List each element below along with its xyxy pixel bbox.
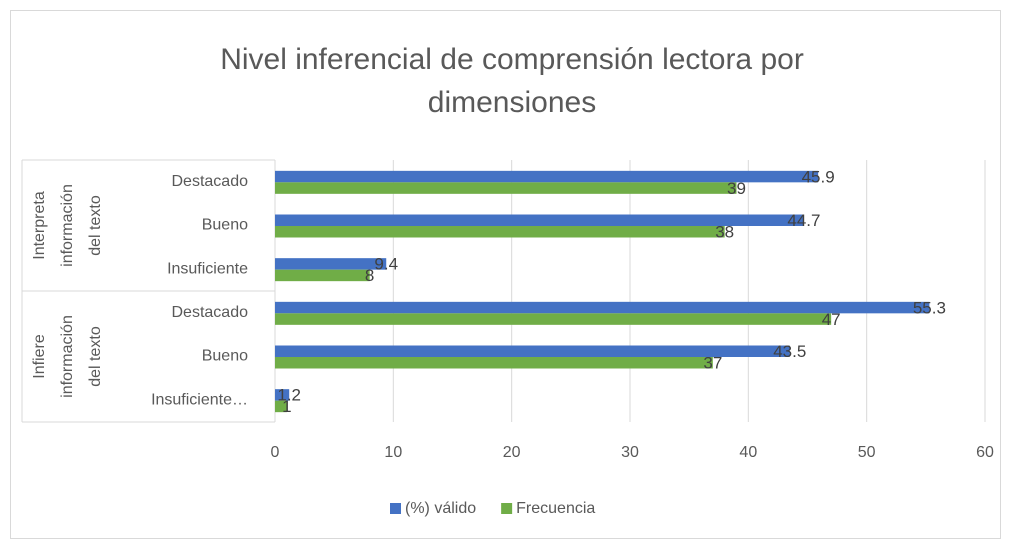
bar xyxy=(275,313,832,325)
data-label: 47 xyxy=(822,310,841,329)
x-tick-label: 60 xyxy=(976,444,994,461)
bar xyxy=(275,301,930,314)
y-tick-label: Insuficiente xyxy=(167,260,248,277)
group-label: información xyxy=(59,315,76,398)
bar xyxy=(275,226,725,238)
bar xyxy=(275,269,370,282)
data-label: 9.4 xyxy=(374,255,398,274)
legend-label: (%) válido xyxy=(405,500,476,517)
x-tick-label: 30 xyxy=(621,444,639,461)
x-tick-label: 40 xyxy=(739,444,757,461)
bar xyxy=(275,345,790,357)
x-tick-label: 20 xyxy=(503,444,521,461)
bar xyxy=(275,357,713,369)
y-tick-label: Destacado xyxy=(172,304,249,321)
y-tick-label: Insuficiente… xyxy=(151,391,248,408)
group-label: información xyxy=(59,184,76,267)
bar xyxy=(275,214,804,226)
data-label: 39 xyxy=(727,179,746,198)
bar xyxy=(275,400,287,413)
data-label: 37 xyxy=(703,353,722,372)
data-label: 45.9 xyxy=(802,167,835,186)
bar xyxy=(275,389,290,401)
x-tick-label: 0 xyxy=(271,444,280,461)
group-label: del texto xyxy=(87,326,104,387)
x-tick-label: 10 xyxy=(384,444,402,461)
x-tick-label: 50 xyxy=(858,444,876,461)
bar xyxy=(275,170,819,183)
chart-title: Nivel inferencial de comprensión lectora… xyxy=(220,43,804,119)
y-tick-label: Destacado xyxy=(172,173,249,190)
y-tick-label: Bueno xyxy=(202,348,248,365)
legend-swatch xyxy=(390,503,401,514)
data-label: 43.5 xyxy=(773,342,806,361)
data-label: 8 xyxy=(365,266,374,285)
y-tick-label: Bueno xyxy=(202,217,248,234)
bar xyxy=(275,258,387,270)
group-label: del texto xyxy=(87,195,104,256)
data-label: 1 xyxy=(282,397,291,416)
bar xyxy=(275,182,737,194)
group-label: Interpreta xyxy=(31,191,48,260)
data-label: 55.3 xyxy=(913,298,946,317)
data-label: 44.7 xyxy=(787,211,820,230)
legend-swatch xyxy=(501,503,513,514)
data-label: 38 xyxy=(715,222,734,241)
legend-label: Frecuencia xyxy=(516,500,595,517)
data-label: 1.2 xyxy=(277,386,301,405)
group-label: Infiere xyxy=(31,334,48,379)
